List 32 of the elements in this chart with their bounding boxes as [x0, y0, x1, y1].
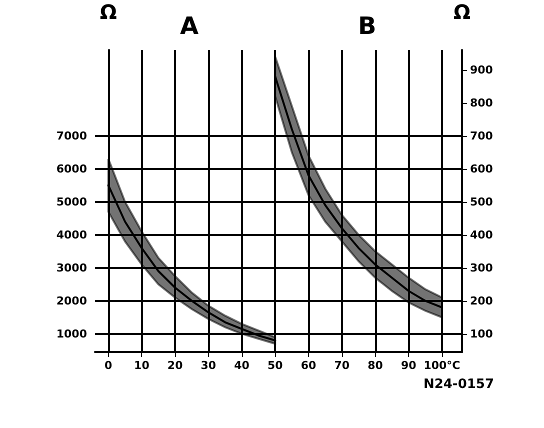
x-tick-label: 40: [234, 359, 250, 372]
y2-tick-label: 700: [470, 129, 494, 142]
y2-tick-label: 400: [470, 228, 494, 242]
y2-tick-label: 200: [470, 294, 494, 308]
text: B: [358, 12, 376, 40]
y-tick-label: 1000: [56, 327, 88, 340]
y2-tick-label: 300: [470, 261, 494, 274]
y2-tick-label: 500: [470, 195, 494, 208]
y2-tick-label: 600: [470, 162, 494, 176]
y-tick-label: 4000: [56, 228, 88, 242]
y2-tick-label: 900: [470, 63, 494, 76]
x-tick-label: 50: [268, 359, 284, 372]
y-tick-label: 2000: [56, 294, 88, 308]
text: A: [180, 12, 199, 40]
x-tick-label: 90: [400, 359, 417, 372]
y-tick-label: 5000: [56, 195, 88, 208]
text: N24-0157: [423, 377, 494, 392]
y-tick-label: 7000: [56, 129, 88, 142]
x-tick-label: 70: [334, 359, 350, 372]
y-axis-title: Ω: [100, 0, 117, 24]
x-tick-label: 30: [200, 359, 216, 372]
x-tick-label: 0: [104, 359, 113, 372]
y2-tick-label: 100: [470, 327, 494, 340]
x-tick-label: 20: [167, 359, 184, 372]
x-tick-label: 80: [368, 359, 384, 372]
x-tick-label: 100°C: [424, 359, 460, 372]
y-tick-label: 6000: [56, 162, 88, 176]
y-tick-label: 3000: [56, 261, 88, 274]
x-tick-label: 60: [300, 359, 317, 372]
y2-axis-title: Ω: [453, 0, 471, 24]
y2-tick-label: 800: [470, 96, 494, 110]
x-tick-label: 10: [134, 359, 150, 372]
